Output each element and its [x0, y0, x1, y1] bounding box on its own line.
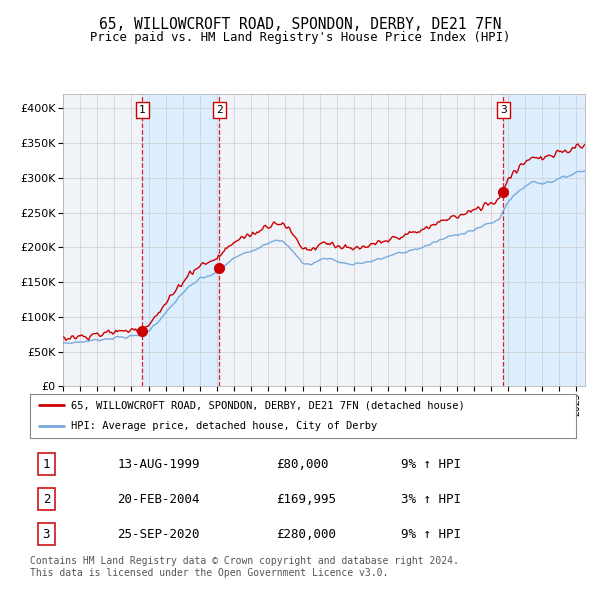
- Text: Contains HM Land Registry data © Crown copyright and database right 2024.: Contains HM Land Registry data © Crown c…: [30, 556, 459, 566]
- Text: 2: 2: [43, 493, 50, 506]
- Text: £169,995: £169,995: [276, 493, 336, 506]
- Text: 65, WILLOWCROFT ROAD, SPONDON, DERBY, DE21 7FN (detached house): 65, WILLOWCROFT ROAD, SPONDON, DERBY, DE…: [71, 401, 465, 411]
- Text: 3% ↑ HPI: 3% ↑ HPI: [401, 493, 461, 506]
- Text: Price paid vs. HM Land Registry's House Price Index (HPI): Price paid vs. HM Land Registry's House …: [90, 31, 510, 44]
- Text: 3: 3: [500, 104, 507, 114]
- Text: 1: 1: [43, 458, 50, 471]
- Bar: [142, 94, 220, 386]
- Text: 20-FEB-2004: 20-FEB-2004: [118, 493, 200, 506]
- Text: 9% ↑ HPI: 9% ↑ HPI: [401, 527, 461, 540]
- Text: 2: 2: [216, 104, 223, 114]
- Text: 1: 1: [139, 104, 145, 114]
- Text: 13-AUG-1999: 13-AUG-1999: [118, 458, 200, 471]
- Text: £280,000: £280,000: [276, 527, 336, 540]
- Text: 9% ↑ HPI: 9% ↑ HPI: [401, 458, 461, 471]
- Text: HPI: Average price, detached house, City of Derby: HPI: Average price, detached house, City…: [71, 421, 377, 431]
- Text: 25-SEP-2020: 25-SEP-2020: [118, 527, 200, 540]
- Text: 3: 3: [43, 527, 50, 540]
- Text: 65, WILLOWCROFT ROAD, SPONDON, DERBY, DE21 7FN: 65, WILLOWCROFT ROAD, SPONDON, DERBY, DE…: [99, 17, 501, 31]
- Text: This data is licensed under the Open Government Licence v3.0.: This data is licensed under the Open Gov…: [30, 568, 388, 578]
- Text: £80,000: £80,000: [276, 458, 328, 471]
- Bar: [503, 94, 585, 386]
